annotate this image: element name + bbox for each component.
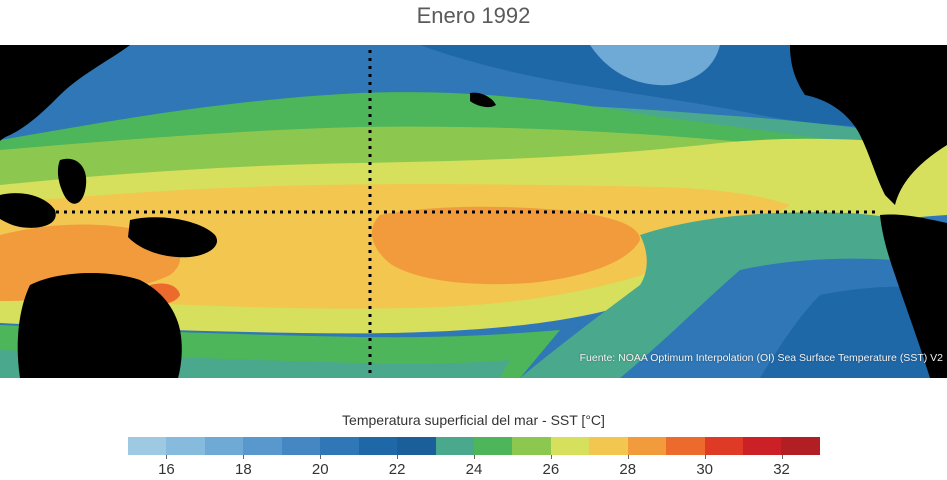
legend-swatch (435, 437, 474, 455)
legend-swatch (589, 437, 628, 455)
sst-map: Fuente: NOAA Optimum Interpolation (OI) … (0, 45, 947, 378)
legend-tick-label: 32 (773, 461, 790, 478)
legend-swatch (512, 437, 551, 455)
legend-swatch (473, 437, 513, 455)
legend-swatch (743, 437, 782, 455)
legend-tick-label: 22 (388, 461, 406, 478)
source-note: Fuente: NOAA Optimum Interpolation (OI) … (579, 352, 943, 364)
page-title: Enero 1992 (416, 3, 531, 28)
legend-swatch (704, 437, 743, 455)
land-south-america (880, 214, 947, 378)
legend-tick-mark (320, 455, 322, 459)
legend-tick-label: 26 (542, 461, 560, 478)
sst-north-coldest-lobe (590, 45, 720, 86)
legend-title: Temperatura superficial del mar - SST [°… (342, 412, 605, 428)
legend-swatch (128, 437, 167, 455)
legend-swatch (243, 437, 282, 455)
legend-tick-label: 16 (158, 461, 175, 478)
legend-tick-mark (397, 455, 399, 459)
legend-swatch (320, 437, 359, 455)
legend-tick-label: 30 (696, 461, 713, 478)
land-asia (0, 45, 130, 141)
legend-swatch (550, 437, 590, 455)
land-australia (17, 273, 182, 378)
land-indonesia-1 (0, 193, 56, 228)
legend-tick-mark (781, 455, 783, 459)
legend-tick-mark (550, 455, 552, 459)
legend-swatch (666, 437, 705, 455)
legend-tick-mark (704, 455, 706, 459)
legend-swatch (397, 437, 436, 455)
legend-tick-label: 24 (465, 461, 483, 478)
legend-swatch (166, 437, 205, 455)
legend-ticks: 16 18 20 22 24 26 28 30 32 (128, 455, 820, 480)
legend-swatch (204, 437, 244, 455)
legend-tick-label: 18 (234, 461, 252, 478)
legend-swatch (281, 437, 321, 455)
legend-swatch (627, 437, 667, 455)
legend-tick-label: 28 (619, 461, 637, 478)
land-islands-hawaii (470, 92, 496, 108)
sst-warm-pool-orange (371, 206, 640, 285)
legend-swatch (781, 437, 820, 455)
legend-tick-mark (474, 455, 475, 459)
land-indonesia-2 (57, 158, 87, 204)
legend-tick-mark (627, 455, 629, 459)
legend-tick-mark (166, 455, 168, 459)
legend-tick-label: 20 (311, 461, 329, 478)
legend-swatch (358, 437, 398, 455)
sst-south-east-deep (760, 286, 947, 378)
legend-colorbar (128, 437, 820, 455)
land-new-guinea (128, 217, 218, 258)
land-central-america (790, 45, 947, 205)
legend-tick-mark (243, 455, 245, 459)
